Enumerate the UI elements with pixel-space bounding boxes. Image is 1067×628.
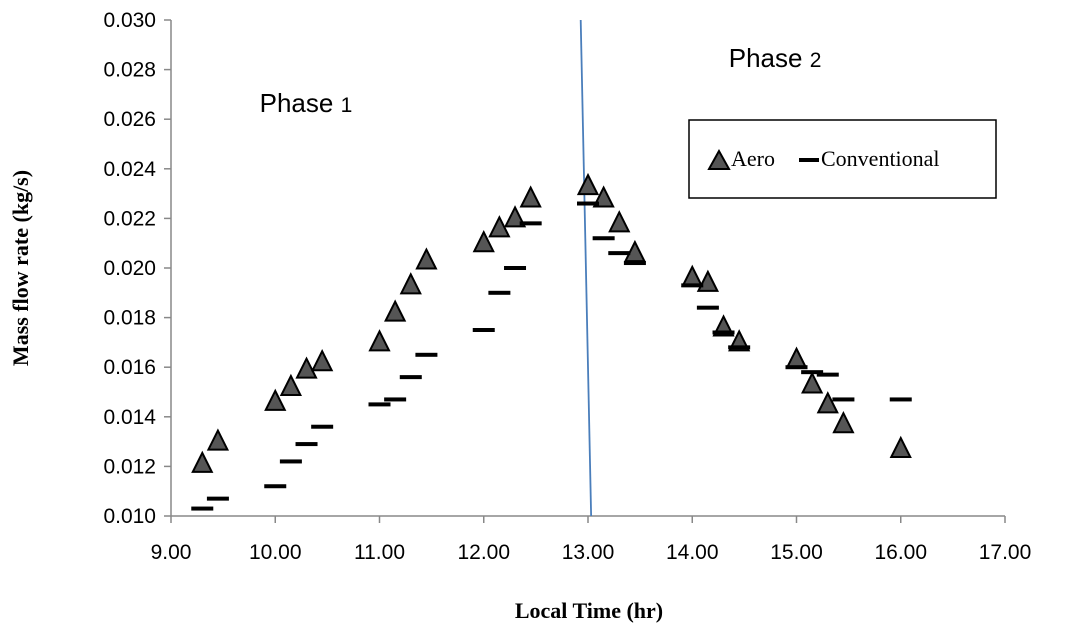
phase-label-number: 1 — [341, 94, 353, 117]
y-tick-label: 0.020 — [103, 257, 156, 280]
legend-label-conventional: Conventional — [821, 146, 940, 171]
conventional-point — [592, 236, 615, 241]
y-tick-label: 0.024 — [103, 158, 156, 181]
conventional-point — [577, 201, 599, 206]
aero-point — [832, 411, 855, 434]
aero-point — [889, 435, 912, 459]
x-tick-label: 17.00 — [979, 541, 1032, 564]
legend-box — [688, 119, 997, 199]
y-tick-label: 0.030 — [103, 9, 156, 32]
x-axis-title: Local Time (hr) — [515, 598, 663, 623]
aero-point — [295, 356, 318, 379]
conventional-point — [399, 375, 422, 380]
x-tick-label: 15.00 — [770, 541, 823, 564]
conventional-point — [608, 251, 631, 256]
y-tick-label: 0.018 — [103, 307, 156, 330]
x-tick-labels: 9.00 10.00 11.00 12.00 13.00 14.00 15.00 16.00 1… — [151, 516, 1032, 564]
conventional-point — [206, 496, 229, 501]
x-tick-label: 16.00 — [874, 541, 927, 564]
conventional-point — [264, 484, 287, 489]
conventional-point — [696, 305, 719, 310]
phase-label-1: Phase 1 — [260, 88, 353, 118]
aero-point — [191, 450, 214, 473]
conventional-point — [504, 266, 527, 270]
x-tick-label: 14.00 — [666, 541, 719, 564]
plot-series — [191, 172, 912, 511]
y-tick-label: 0.016 — [103, 356, 156, 379]
conventional-point — [191, 506, 214, 511]
legend: Aero Conventional — [688, 119, 997, 199]
y-tick-label: 0.010 — [103, 505, 156, 528]
phase-divider — [579, 19, 593, 517]
conventional-point — [801, 370, 824, 375]
conventional-point — [415, 352, 438, 357]
aero-point — [311, 349, 334, 372]
y-tick-label: 0.014 — [103, 406, 156, 429]
aero-point — [368, 329, 391, 352]
series-aero — [191, 172, 912, 473]
conventional-point — [472, 328, 495, 332]
x-tick-label: 9.00 — [151, 541, 192, 564]
phase-label-number: 2 — [810, 49, 822, 72]
conventional-point — [279, 459, 302, 464]
conventional-point — [816, 372, 839, 377]
y-tick-labels: 0.010 0.012 0.014 0.016 0.018 0.020 0.022 0.024… — [103, 9, 171, 528]
x-tick-label: 12.00 — [457, 541, 510, 564]
y-tick-label: 0.028 — [103, 59, 156, 82]
legend-label-aero: Aero — [731, 146, 775, 171]
aero-point — [264, 388, 287, 411]
aero-point — [519, 185, 542, 208]
aero-point — [384, 299, 407, 322]
series-conventional — [191, 201, 912, 511]
phase-divider-line — [579, 19, 593, 517]
conventional-point — [368, 402, 391, 407]
conventional-point — [488, 290, 511, 295]
conventional-point — [712, 330, 735, 335]
conventional-point — [519, 221, 542, 226]
conventional-point — [728, 345, 751, 350]
conventional-point — [623, 261, 646, 266]
aero-point — [206, 428, 230, 451]
conventional-point — [681, 283, 704, 288]
aero-point — [488, 215, 511, 238]
x-tick-label: 11.00 — [354, 541, 405, 564]
aero-point — [681, 264, 704, 287]
y-tick-label: 0.022 — [103, 207, 156, 230]
conventional-point — [295, 442, 318, 447]
aero-point — [816, 391, 839, 414]
y-axis-title: Mass flow rate (kg/s) — [8, 170, 33, 366]
aero-point — [399, 272, 422, 295]
y-tick-label: 0.012 — [103, 455, 156, 478]
conventional-point — [311, 424, 334, 429]
aero-point — [472, 229, 495, 253]
aero-point — [415, 247, 438, 270]
conventional-point — [785, 365, 808, 370]
y-tick-label: 0.026 — [103, 108, 156, 131]
legend-dash-marker — [799, 158, 819, 162]
x-tick-label: 10.00 — [249, 541, 302, 564]
conventional-point — [889, 397, 912, 402]
aero-point — [576, 172, 600, 196]
aero-point — [801, 371, 824, 394]
x-tick-label: 13.00 — [562, 541, 615, 564]
phase-label-text: Phase — [260, 88, 341, 118]
conventional-point — [832, 397, 855, 402]
legend-triangle-marker — [707, 148, 731, 170]
aero-point — [608, 210, 631, 233]
aero-point — [696, 269, 720, 292]
phase-label-2: Phase 2 — [729, 43, 822, 73]
aero-point — [785, 346, 808, 369]
phase-label-text: Phase — [729, 43, 810, 73]
aero-point — [279, 373, 303, 397]
conventional-point — [384, 397, 407, 402]
